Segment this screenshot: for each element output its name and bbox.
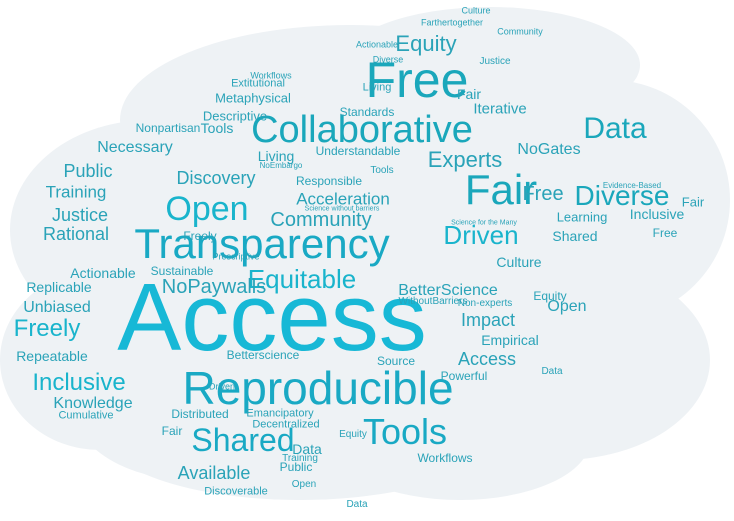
word-culture-top: Culture: [461, 5, 491, 16]
word-driven-small: Driven: [208, 381, 236, 392]
word-free-small: Free: [522, 183, 564, 205]
word-training: Training: [45, 182, 107, 202]
word-farthertogether: Farthertogether: [420, 17, 484, 28]
word-workflows-top: Workflows: [250, 70, 292, 81]
word-tools-small: Tools: [200, 120, 234, 136]
word-metaphysical: Metaphysical: [215, 90, 291, 106]
word-necessary: Necessary: [97, 139, 173, 156]
word-betterscience: BetterScience: [398, 282, 498, 299]
word-prescriptive: Prescriptive: [212, 251, 260, 262]
word-diverse: Diverse: [574, 180, 670, 211]
word-open: Open: [165, 190, 249, 228]
word-available: Available: [177, 463, 251, 483]
word-unbiased: Unbiased: [23, 299, 91, 316]
word-extitutional: Extitutional: [231, 77, 285, 90]
word-science-for-the-many: Science for the Many: [451, 219, 517, 227]
word-data-small: Data: [292, 441, 322, 457]
word-freely-small: Freely: [183, 229, 217, 243]
word-actionable: Actionable: [70, 265, 136, 281]
word-fair-small: Fair: [456, 86, 482, 102]
word-science-without-barriers: Science without barriers: [304, 205, 380, 213]
word-transparency: Transparency: [134, 220, 390, 267]
word-diverse-top: Diverse: [372, 54, 404, 65]
word-equity-bottom: Equity: [339, 429, 367, 440]
word-distributed: Distributed: [171, 407, 229, 421]
word-equity-small: Equity: [533, 289, 567, 303]
word-sustainable: Sustainable: [150, 264, 214, 278]
word-justice: Justice: [51, 205, 109, 225]
word-public: Public: [63, 161, 113, 181]
word-powerful: Powerful: [440, 369, 488, 383]
word-training-bottom: Training: [282, 453, 318, 464]
word-collaborative: Collaborative: [251, 109, 473, 151]
word-living-small: Living: [362, 81, 392, 94]
word-descriptive: Descriptive: [202, 108, 268, 124]
word-responsible: Responsible: [295, 174, 363, 188]
word-shared-small: Shared: [552, 228, 598, 244]
word-reproducible: Reproducible: [182, 362, 454, 414]
word-evidence-based: Evidence-Based: [602, 181, 662, 190]
word-rational: Rational: [42, 224, 110, 244]
word-data: Data: [583, 112, 647, 145]
word-nopaywalls: NoPaywalls: [161, 276, 267, 298]
word-repeatable: Repeatable: [16, 348, 88, 364]
word-freely: Freely: [13, 315, 81, 342]
word-open-small: Open: [547, 298, 587, 315]
word-workflows: Workflows: [417, 451, 473, 465]
word-emancipatory: Emancipatory: [246, 407, 314, 420]
word-data-bottom: Data: [346, 499, 368, 510]
word-community: Community: [270, 209, 372, 231]
word-fair-right: Fair: [681, 194, 705, 210]
word-empirical: Empirical: [481, 332, 539, 348]
word-inclusive-right: Inclusive: [629, 206, 685, 222]
word-nonpartisan: Nonpartisan: [135, 121, 201, 135]
word-justice-small: Justice: [479, 56, 511, 67]
word-standards: Standards: [339, 105, 395, 119]
word-betterscience-2: Betterscience: [226, 348, 300, 362]
word-community-top: Community: [497, 26, 543, 37]
word-decentralized: Decentralized: [252, 418, 320, 431]
word-access: Access: [117, 264, 427, 371]
word-withoutbarriers: WithoutBarriers: [398, 296, 468, 307]
word-non-experts: Non-experts: [457, 298, 513, 309]
word-understandable: Understandable: [315, 144, 401, 158]
word-open-bottom: Open: [291, 479, 317, 490]
word-access-small: Access: [457, 349, 517, 369]
word-fair: Fair: [464, 166, 538, 213]
word-shared: Shared: [191, 422, 295, 458]
word-inclusive: Inclusive: [32, 369, 126, 396]
word-actionable-top: Actionable: [355, 39, 399, 50]
word-nogates: NoGates: [517, 141, 581, 158]
word-public-small: Public: [279, 460, 313, 474]
word-knowledge: Knowledge: [53, 395, 133, 412]
word-iterative: Iterative: [473, 100, 527, 118]
word-acceleration: Acceleration: [296, 189, 390, 209]
word-tools: Tools: [362, 411, 448, 452]
word-data-mid: Data: [541, 366, 563, 377]
word-learning: Learning: [556, 209, 608, 225]
word-equitable: Equitable: [247, 264, 357, 294]
word-free: Free: [365, 52, 469, 108]
word-equity: Equity: [395, 31, 457, 56]
word-noembargo: NoEmbargo: [259, 161, 303, 170]
word-experts: Experts: [427, 147, 503, 172]
word-impact: Impact: [460, 310, 516, 330]
word-culture: Culture: [496, 254, 542, 270]
word-fair-left: Fair: [161, 424, 183, 438]
word-tools-mid: Tools: [370, 165, 394, 176]
word-driven: Driven: [443, 220, 519, 250]
word-living: Living: [257, 148, 295, 164]
word-replicable: Replicable: [26, 279, 92, 295]
word-free-right: Free: [652, 226, 678, 240]
word-cumulative: Cumulative: [58, 409, 114, 422]
word-source: Source: [376, 354, 416, 368]
word-discoverable: Discoverable: [204, 485, 268, 498]
word-discovery: Discovery: [176, 168, 256, 188]
